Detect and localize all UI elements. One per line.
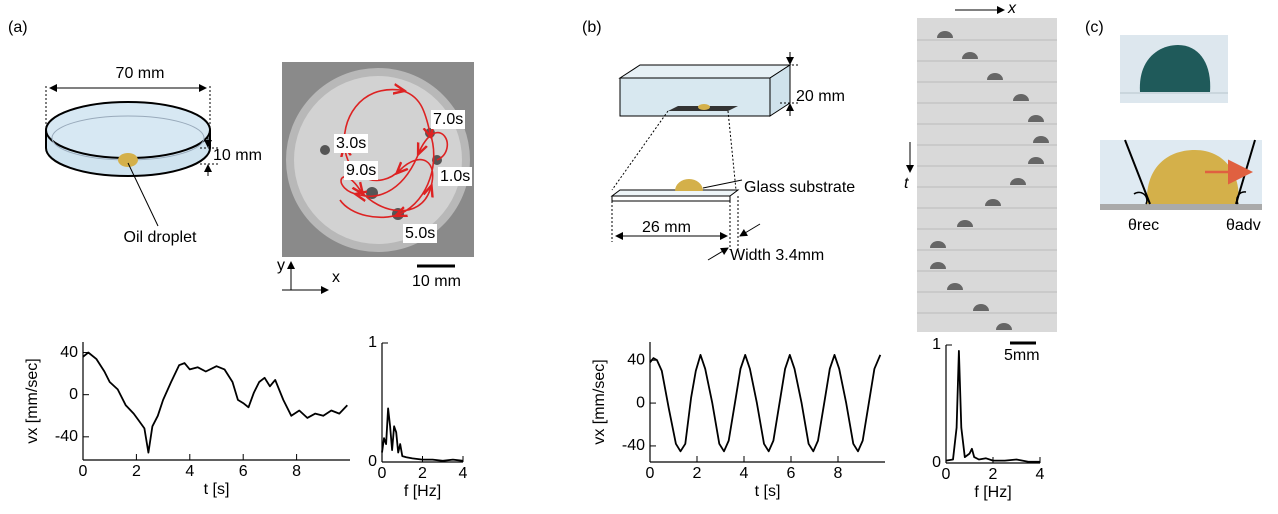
y-tick-label: 40 [627,351,645,368]
angle-label: θrec [1128,217,1159,234]
panel-label: (b) [582,19,602,36]
x-tick-label: 6 [787,465,796,482]
y-tick-label: 0 [69,386,78,403]
x-tick-label: 8 [292,463,301,480]
time-label: 3.0s [336,135,366,152]
dish [45,84,218,227]
x-tick-label: 2 [693,465,702,482]
panel-label: (c) [1085,19,1104,36]
dimension-label: 10 mm [213,147,262,164]
data-line [82,351,348,454]
x-tick-label: 6 [239,463,248,480]
x-tick-label: 0 [79,463,88,480]
x-tick-label: 4 [740,465,749,482]
x-tick-label: 4 [1036,466,1045,483]
contact-diagram [1100,139,1262,210]
axes-arrows [282,261,455,294]
y-tick-label: 40 [60,344,78,361]
x-axis-label: f [Hz] [404,483,441,500]
dimension-label: 26 mm [642,219,691,236]
time-label: 7.0s [433,111,463,128]
kymograph [906,6,1057,345]
x-axis-label: t [s] [204,481,230,498]
panel-label: (a) [8,19,28,36]
x-axis-label: f [Hz] [974,484,1011,501]
x-tick-label: 0 [942,466,951,483]
time-label: 9.0s [346,162,376,179]
data-line [649,354,882,453]
y-tick-label: 1 [368,334,377,351]
axis-arrow-label: y [277,257,285,274]
x-tick-label: 0 [646,465,655,482]
data-line [381,407,464,462]
scale-label: 10 mm [412,273,461,290]
axis-arrow-label: x [332,269,340,286]
y-axis-label: vx [mm/sec] [24,358,41,443]
time-label: 5.0s [405,225,435,242]
x-tick-label: 2 [132,463,141,480]
cell-diagram [610,52,800,261]
droplet-photo [1120,35,1228,103]
x-tick-label: 0 [378,465,387,482]
y-tick-label: 0 [636,394,645,411]
x-axis-label: t [s] [755,483,781,500]
y-tick-label: 0 [368,453,377,470]
dimension-label: 20 mm [796,88,845,105]
y-tick-label: -40 [622,437,645,454]
x-tick-label: 8 [834,465,843,482]
droplet-label: Oil droplet [124,229,197,246]
time-label: 1.0s [440,168,470,185]
x-tick-label: 2 [418,465,427,482]
scale-label: 5mm [1004,347,1040,364]
kymograph-axis-label: t [904,175,909,192]
y-axis-label: vx [mm/sec] [591,359,608,444]
x-tick-label: 4 [459,465,468,482]
dimension-label: 70 mm [116,65,165,82]
substrate-label: Glass substrate [744,179,855,196]
angle-label: θadv [1226,217,1261,234]
kymograph-axis-label: x [1007,0,1017,17]
y-tick-label: 1 [932,336,941,353]
data-line [945,350,1040,463]
y-tick-label: 0 [932,454,941,471]
x-tick-label: 4 [185,463,194,480]
trajectory-photo [282,62,474,257]
y-tick-label: -40 [55,428,78,445]
time-labels [334,110,472,243]
x-tick-label: 2 [989,466,998,483]
dimension-label: Width 3.4mm [730,247,824,264]
